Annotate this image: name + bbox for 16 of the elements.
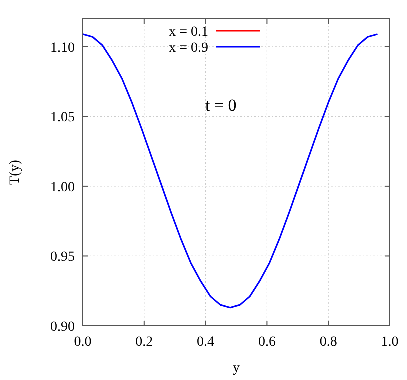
legend-label: x = 0.1 [169,24,208,40]
annotation: t = 0 [205,96,237,115]
y-tick-label: 0.95 [50,250,75,266]
y-tick-label: 1.05 [50,110,75,126]
y-tick-label: 0.90 [50,320,75,335]
y-tick-label: 1.00 [50,180,75,196]
x-tick-label: 0.6 [258,335,276,350]
x-tick-label: 0.2 [136,335,154,350]
x-tick-label: 1.0 [381,335,399,350]
y-tick-label: 1.10 [50,40,75,56]
y-axis-title: T(y) [8,160,23,185]
x-tick-label: 0.8 [320,335,338,350]
legend-label: x = 0.9 [169,40,208,56]
x-tick-label: 0.0 [74,335,92,350]
x-tick-label: 0.4 [197,335,215,350]
x-axis-title: y [233,361,240,376]
